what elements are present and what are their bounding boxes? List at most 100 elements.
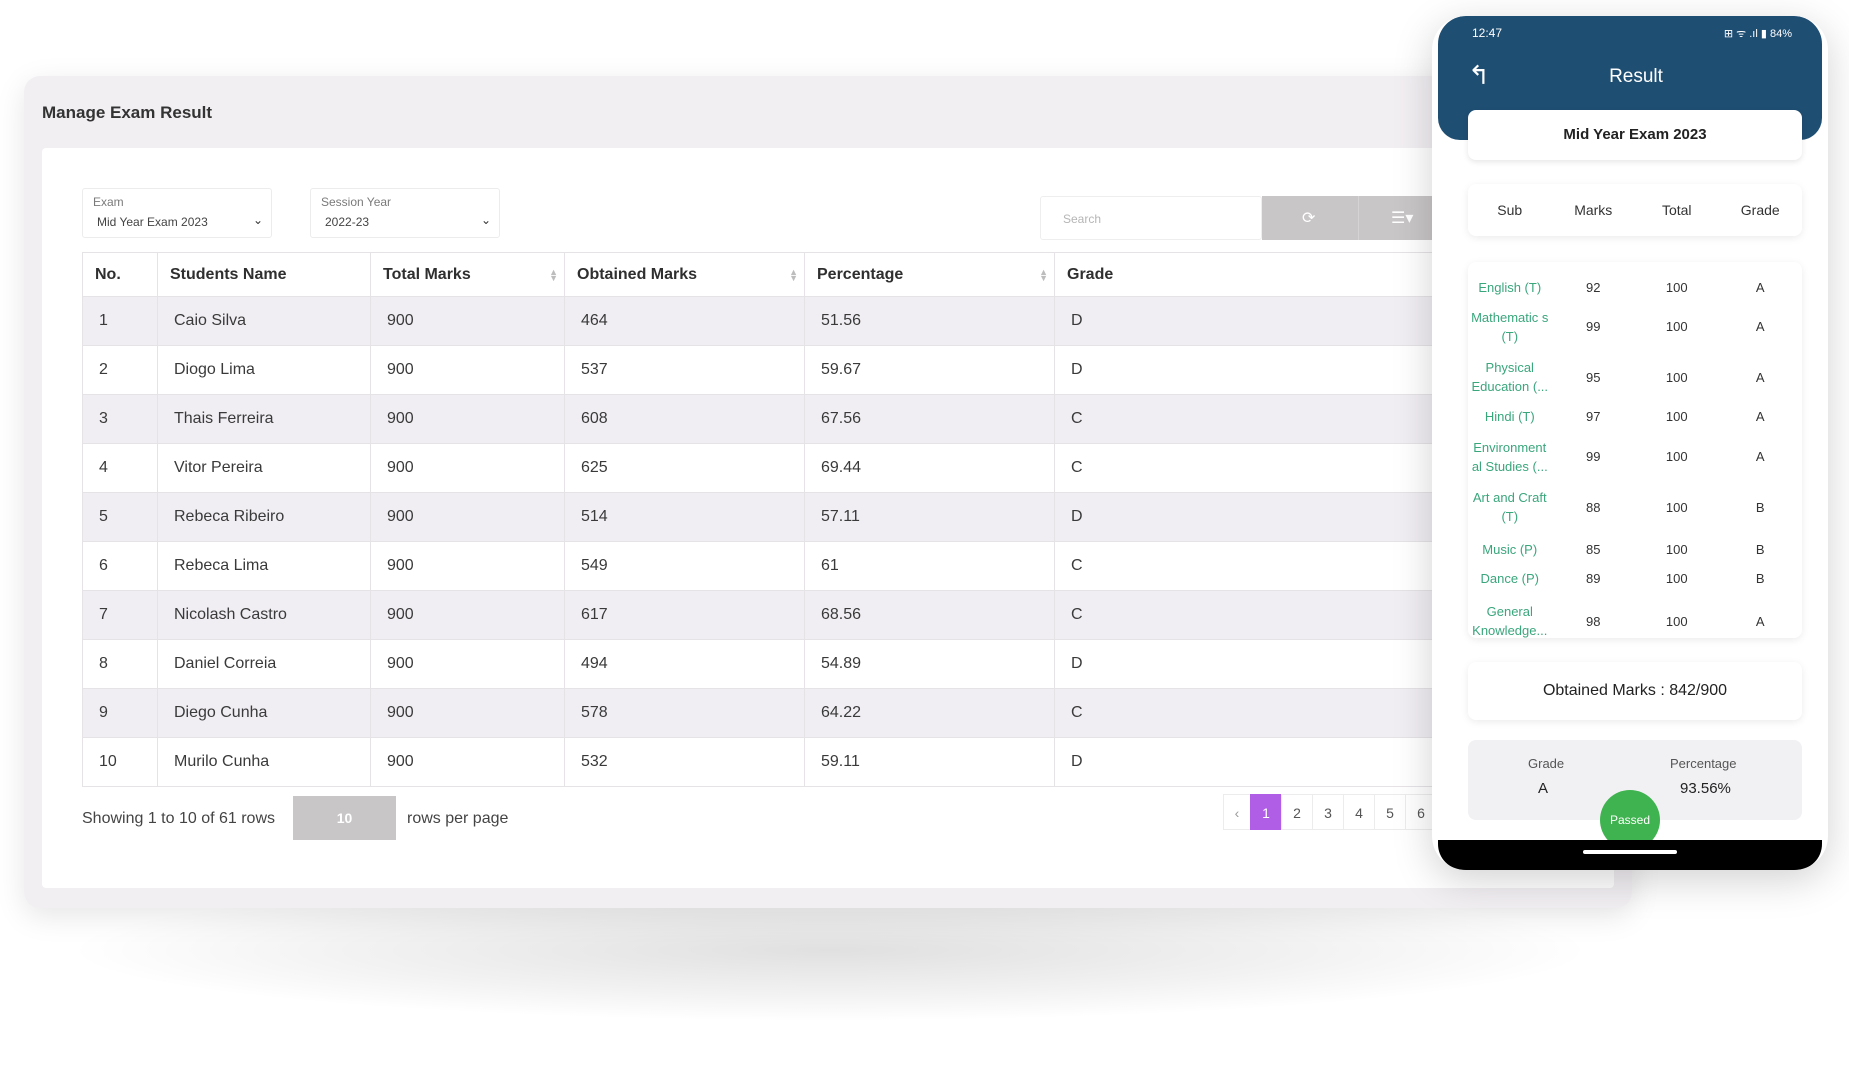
subject-list-card: English (T) 92 100 A Mathematic s (T) 99 100 A P… (1468, 262, 1802, 638)
col-header-percentage[interactable]: Percentage ▲ ▼ (804, 252, 1055, 297)
cell-student-name: Rebeca Ribeiro (157, 492, 371, 542)
subject-marks: 99 (1586, 449, 1601, 465)
cell-grade: C (1054, 590, 1482, 640)
page-button-3[interactable]: 3 (1312, 794, 1344, 830)
table-header-row: No. Students Name Total Marks ▲ ▼ Obtained… (82, 252, 1482, 297)
status-time: 12:47 (1472, 26, 1503, 40)
search-input[interactable]: Search (1040, 196, 1262, 240)
subject-row: English (T) 92 100 A (1468, 274, 1802, 300)
cell-no: 9 (82, 688, 158, 738)
phone-bottom-bar (1438, 840, 1822, 870)
cell-percentage: 59.11 (804, 737, 1055, 787)
subject-row: Art and Craft (T) 88 100 B (1468, 486, 1802, 528)
prev-page-button[interactable]: ‹ (1223, 794, 1251, 830)
subject-name: Environment al Studies (... (1471, 439, 1548, 474)
home-indicator[interactable] (1583, 850, 1677, 854)
subject-row: Environment al Studies (... 99 100 A (1468, 436, 1802, 478)
subject-name: Physical Education (... (1471, 360, 1549, 395)
table-row: 9 Diego Cunha 900 578 64.22 C (82, 688, 1482, 738)
cell-no: 5 (82, 492, 158, 542)
table-row: 2 Diogo Lima 900 537 59.67 D (82, 345, 1482, 395)
cell-obtained-marks: 578 (564, 688, 805, 738)
table-row: 4 Vitor Pereira 900 625 69.44 C (82, 443, 1482, 493)
phone-frame: 12:47 ⊞ ᯤ .ıl ▮ 84% ↰ Result Mid Year Ex… (1432, 16, 1828, 870)
table-body: 1 Caio Silva 900 464 51.56 D 2 Diogo Lima 900 537… (82, 296, 1482, 787)
cell-no: 10 (82, 737, 158, 787)
subject-marks: 95 (1586, 369, 1601, 385)
subject-marks: 98 (1586, 613, 1601, 629)
status-icons: ⊞ ᯤ .ıl ▮ 84% (1723, 28, 1792, 40)
subject-row: Physical Education (... 95 100 A (1468, 356, 1802, 398)
cell-total-marks: 900 (370, 688, 565, 738)
cell-percentage: 61 (804, 541, 1055, 591)
refresh-button[interactable]: ⟳ (1262, 196, 1358, 240)
cell-percentage: 67.56 (804, 394, 1055, 444)
cell-no: 3 (82, 394, 158, 444)
cell-student-name: Murilo Cunha (157, 737, 371, 787)
subject-grade: B (1755, 541, 1765, 557)
cell-grade: D (1054, 639, 1482, 689)
cell-grade: D (1054, 296, 1482, 346)
page-button-1[interactable]: 1 (1250, 794, 1282, 830)
subject-row: Music (P) 85 100 B (1468, 536, 1802, 562)
table-row: 10 Murilo Cunha 900 532 59.11 D (82, 737, 1482, 787)
col-header-obtained-marks[interactable]: Obtained Marks ▲ ▼ (564, 252, 805, 297)
subject-name: English (T) (1478, 279, 1542, 295)
col-marks: Marks (1574, 202, 1613, 218)
cell-percentage: 51.56 (804, 296, 1055, 346)
page-title: Manage Exam Result (42, 103, 213, 122)
subject-row: Hindi (T) 97 100 A (1468, 404, 1802, 430)
cell-no: 7 (82, 590, 158, 640)
subject-grade: A (1755, 319, 1765, 335)
cell-percentage: 57.11 (804, 492, 1055, 542)
subject-marks: 88 (1586, 499, 1601, 515)
session-year-select[interactable]: Session Year 2022-23 ⌄ (310, 188, 500, 238)
page-button-2[interactable]: 2 (1281, 794, 1313, 830)
sort-icon: ▲ ▼ (1039, 267, 1048, 283)
list-icon: ☰▾ (1391, 210, 1414, 227)
showing-rows-text: Showing 1 to 10 of 61 rows (82, 810, 276, 827)
subject-total: 100 (1665, 279, 1688, 295)
grade-value: A (1538, 780, 1549, 797)
back-arrow-icon[interactable]: ↰ (1468, 60, 1490, 90)
col-header-student-name[interactable]: Students Name (157, 252, 371, 297)
cell-student-name: Thais Ferreira (157, 394, 371, 444)
exam-label: Exam (93, 195, 124, 209)
cell-total-marks: 900 (370, 345, 565, 395)
subject-name: Music (P) (1482, 541, 1538, 557)
percentage-value: 93.56% (1680, 780, 1731, 797)
subject-grade: A (1755, 279, 1765, 295)
subject-total: 100 (1665, 319, 1688, 335)
cell-grade: C (1054, 394, 1482, 444)
page-button-5[interactable]: 5 (1374, 794, 1406, 830)
cell-student-name: Diego Cunha (157, 688, 371, 738)
subject-grade: B (1755, 499, 1765, 515)
subject-total: 100 (1665, 369, 1688, 385)
subject-name: Dance (P) (1480, 571, 1540, 587)
results-table: No. Students Name Total Marks ▲ ▼ Obtained… (82, 252, 1482, 787)
col-header-grade[interactable]: Grade (1054, 252, 1482, 297)
cell-grade: C (1054, 688, 1482, 738)
search-placeholder: Search (1063, 212, 1102, 226)
col-sub: Sub (1497, 202, 1523, 218)
cell-student-name: Vitor Pereira (157, 443, 371, 493)
rows-per-page-select[interactable]: 10 (293, 796, 396, 840)
page-button-4[interactable]: 4 (1343, 794, 1375, 830)
cell-percentage: 54.89 (804, 639, 1055, 689)
subject-row: Mathematic s (T) 99 100 A (1468, 306, 1802, 348)
page-button-6[interactable]: 6 (1405, 794, 1437, 830)
cell-total-marks: 900 (370, 737, 565, 787)
cell-grade: C (1054, 541, 1482, 591)
subject-total: 100 (1665, 409, 1688, 425)
col-header-total-marks[interactable]: Total Marks ▲ ▼ (370, 252, 565, 297)
exam-name-card: Mid Year Exam 2023 (1468, 110, 1802, 160)
cell-obtained-marks: 617 (564, 590, 805, 640)
col-header-no[interactable]: No. (82, 252, 158, 297)
chevron-down-icon: ⌄ (252, 213, 263, 227)
rows-per-page-label: rows per page (407, 810, 509, 827)
cell-obtained-marks: 549 (564, 541, 805, 591)
exam-select[interactable]: Exam Mid Year Exam 2023 ⌄ (82, 188, 272, 238)
table-row: 3 Thais Ferreira 900 608 67.56 C (82, 394, 1482, 444)
col-total: Total (1661, 202, 1692, 218)
subject-grade: A (1755, 613, 1765, 629)
